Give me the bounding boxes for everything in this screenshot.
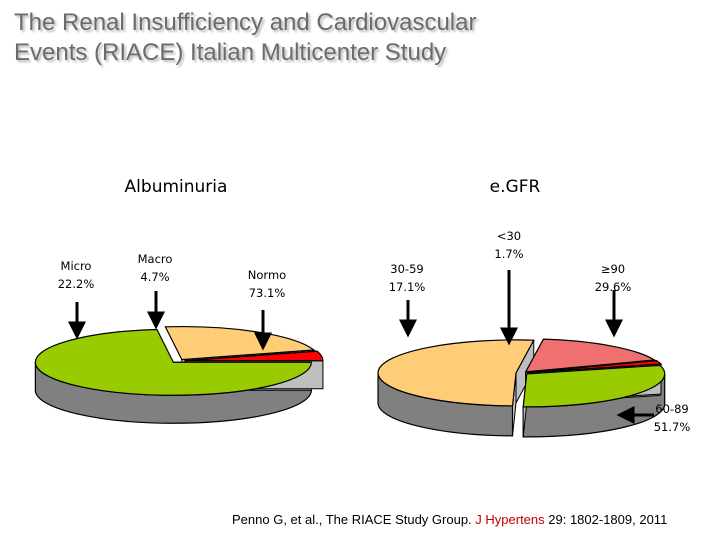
albuminuria-slice-macro [184,350,324,362]
e-gfr-pie [377,338,666,438]
citation-journal: J Hypertens [475,512,545,527]
e-gfr-label-lt30: <30 1.7% [494,229,523,261]
e-gfr-slice-lt30 [527,360,663,374]
citation: Penno G, et al., The RIACE Study Group. … [232,512,718,527]
albuminuria-pie [34,326,324,424]
e-gfr-label-gte90: ≥90 29.6% [595,262,632,294]
albuminuria-slice-micro [164,326,316,361]
e-gfr-chart-title: e.GFR [490,177,541,197]
e-gfr-slice-60-89 [377,339,535,407]
citation-details: 29: 1802-1809, 2011 [544,512,668,527]
citation-authors: Penno G, et al., The RIACE Study Group. [232,512,476,527]
e-gfr-label-60-89: 60-89 51.7% [654,402,691,434]
albuminuria-label-micro: Micro 22.2% [58,259,95,291]
slide-title: The Renal Insufficiency and Cardiovascul… [14,9,477,66]
albuminuria-label-normo: Normo 73.1% [248,268,286,300]
albuminuria-label-macro: Macro 4.7% [138,252,173,284]
albuminuria-chart-title: Albuminuria [125,177,228,197]
e-gfr-label-30-59: 30-59 17.1% [389,262,426,294]
e-gfr-slice-gte90 [522,364,666,408]
e-gfr-slice-30-59 [524,338,657,373]
